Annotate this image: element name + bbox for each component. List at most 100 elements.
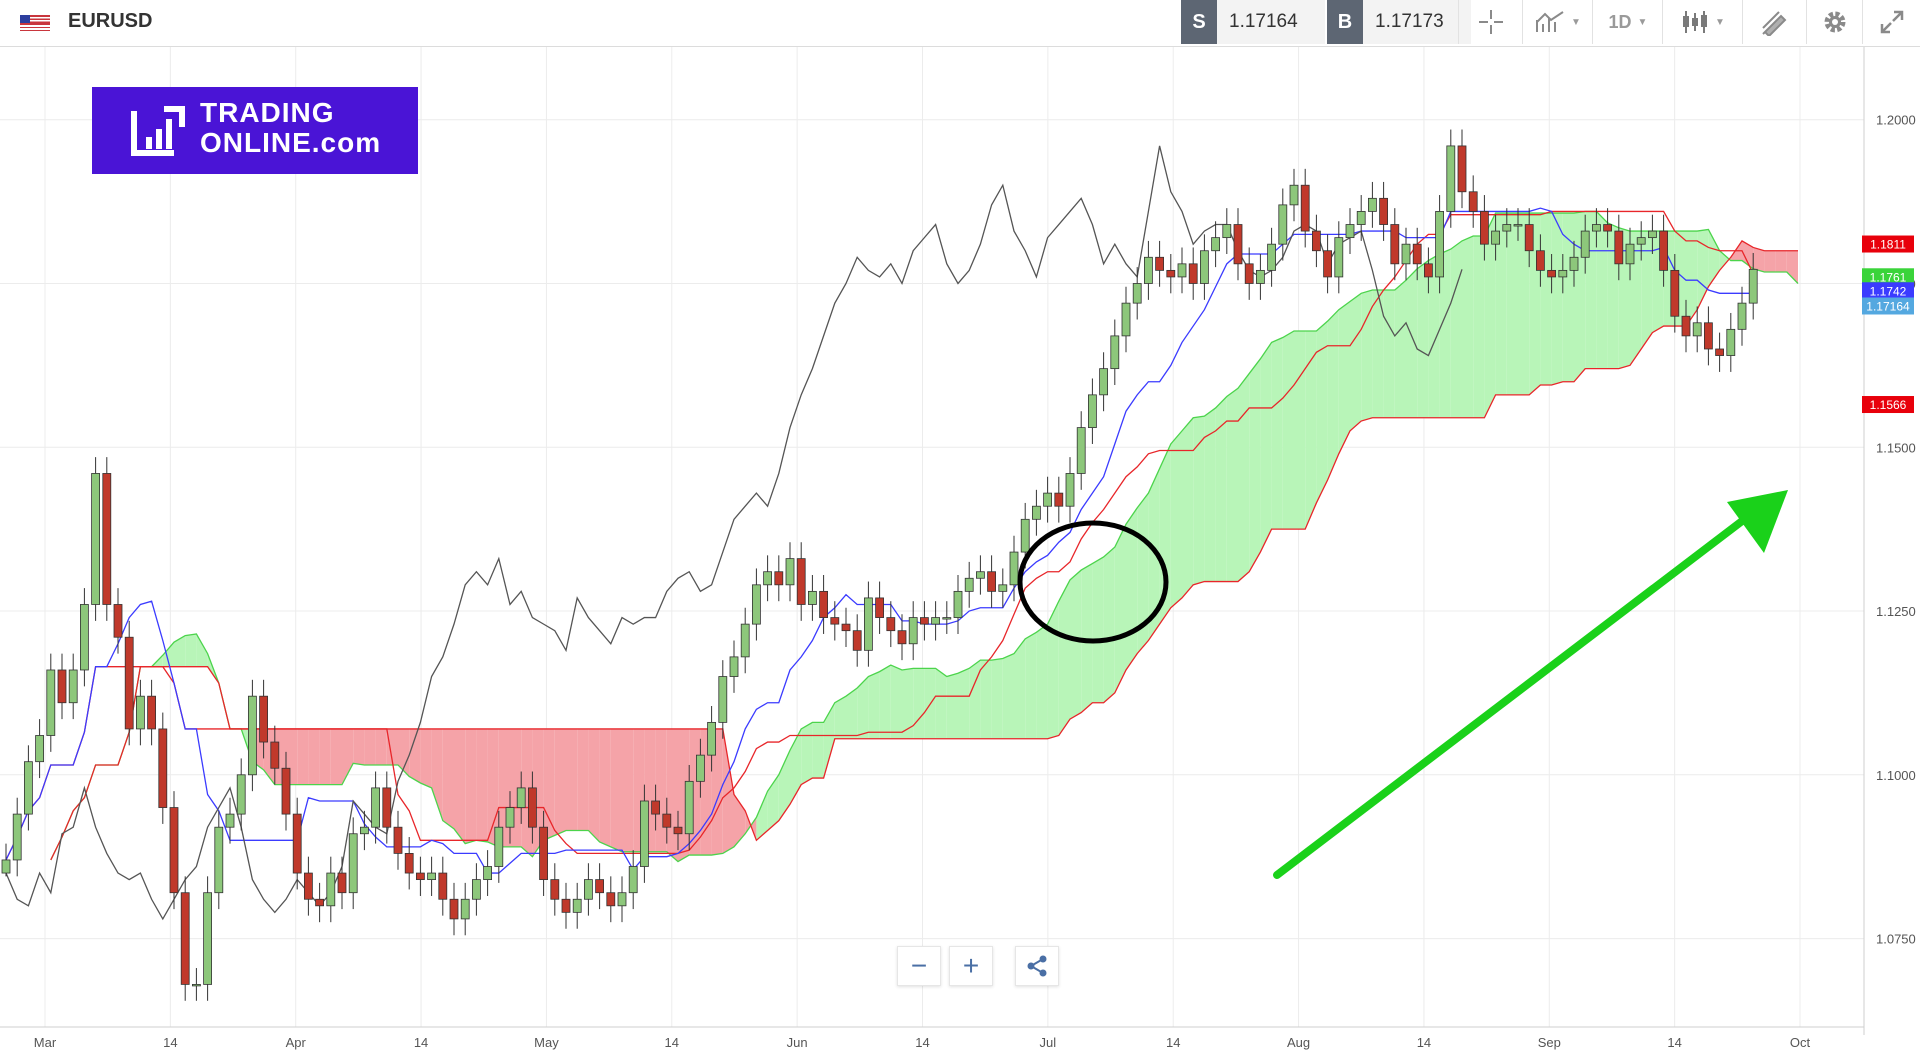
candle xyxy=(281,767,291,815)
candle xyxy=(1748,268,1758,304)
indicators-button[interactable]: ▼ xyxy=(1522,0,1593,44)
y-tick-label: 1.0750 xyxy=(1876,932,1916,947)
cloud-segment xyxy=(353,728,365,765)
sell-price-box[interactable]: S 1.17164 xyxy=(1181,0,1325,44)
candle xyxy=(404,853,414,874)
cloud-segment xyxy=(1338,301,1350,454)
cloud-segment xyxy=(879,665,891,739)
symbol-label[interactable]: EURUSD xyxy=(68,10,153,32)
cloud-segment xyxy=(946,673,958,739)
buy-price-box[interactable]: B 1.17173 xyxy=(1327,0,1471,44)
candle xyxy=(23,761,33,815)
share-icon xyxy=(1027,955,1047,977)
candle xyxy=(696,754,705,782)
cloud-segment xyxy=(554,728,566,836)
candle xyxy=(651,800,660,815)
zoom-out-button[interactable]: − xyxy=(897,946,941,986)
candle xyxy=(1177,263,1187,278)
cloud-segment xyxy=(1630,231,1642,366)
cloud-segment xyxy=(1719,250,1731,271)
buy-price[interactable]: 1.17173 xyxy=(1363,0,1471,44)
logo-mark-icon xyxy=(131,106,185,156)
fullscreen-button[interactable] xyxy=(1862,0,1920,44)
cloud-segment xyxy=(790,728,802,805)
candle xyxy=(752,584,761,625)
cloud-segment xyxy=(857,676,869,739)
cloud-segment xyxy=(588,728,600,842)
share-button[interactable] xyxy=(1015,946,1059,986)
cloud-segment xyxy=(1148,468,1160,641)
cloud-segment xyxy=(386,728,398,765)
x-tick-label: 14 xyxy=(163,1035,177,1050)
cloud-segment xyxy=(1439,249,1451,418)
draw-button[interactable] xyxy=(1742,0,1807,44)
cloud-segment xyxy=(1294,330,1306,530)
cloud-segment xyxy=(1114,524,1126,693)
gear-icon xyxy=(1824,11,1846,33)
candle xyxy=(471,879,481,900)
candle xyxy=(1020,518,1030,553)
candle xyxy=(1468,191,1478,212)
cloud-segment xyxy=(1282,330,1294,530)
cloud-segment xyxy=(980,660,992,739)
candle xyxy=(987,571,996,592)
candle xyxy=(46,669,56,736)
cloud-segment xyxy=(1316,321,1328,503)
buy-key[interactable]: B xyxy=(1327,0,1363,44)
candle xyxy=(1110,335,1120,370)
candle xyxy=(1558,269,1568,278)
candle xyxy=(1289,184,1299,206)
trend-arrow-shaft xyxy=(1273,511,1754,879)
candle xyxy=(203,892,213,985)
candle xyxy=(359,826,369,835)
candle xyxy=(303,872,313,900)
cloud-segment xyxy=(1406,268,1418,418)
cloud-segment xyxy=(1327,309,1339,481)
candle xyxy=(1,859,11,874)
chevron-down-icon: ▼ xyxy=(1571,16,1581,28)
timeframe-label: 1D xyxy=(1608,11,1632,32)
candle xyxy=(1278,204,1288,245)
candle xyxy=(908,617,918,645)
cloud-segment xyxy=(655,728,667,852)
chart-type-button[interactable]: ▼ xyxy=(1662,0,1743,44)
flag-icon xyxy=(20,15,50,31)
cloud-segment xyxy=(442,728,454,829)
candle xyxy=(214,826,224,894)
x-tick-label: Apr xyxy=(286,1035,307,1050)
sell-price[interactable]: 1.17164 xyxy=(1217,0,1325,44)
cloud-segment xyxy=(969,660,981,739)
candle xyxy=(1054,492,1064,507)
cloud-segment xyxy=(1271,337,1283,530)
cloud-segment xyxy=(1697,229,1709,310)
x-tick-label: 14 xyxy=(414,1035,428,1050)
sell-key[interactable]: S xyxy=(1181,0,1217,44)
candle xyxy=(169,807,179,894)
crosshair-button[interactable] xyxy=(1458,0,1523,44)
cloud-segment xyxy=(1708,229,1720,287)
cloud-segment xyxy=(1417,260,1429,418)
candle xyxy=(1099,368,1108,396)
candle xyxy=(931,617,940,625)
cloud-segment xyxy=(1260,342,1272,553)
ichimoku-chart[interactable]: 1.20001.17501.15001.12501.10001.0750Mar1… xyxy=(0,47,1920,1055)
candle xyxy=(191,984,201,987)
cloud-segment xyxy=(1495,213,1507,395)
cloud-segment xyxy=(812,722,824,779)
zoom-in-button[interactable]: + xyxy=(949,946,993,986)
cloud-segment xyxy=(801,722,813,785)
candle xyxy=(259,695,269,743)
candle xyxy=(1592,224,1601,232)
candle xyxy=(673,826,683,835)
logo-line2: ONLINE.com xyxy=(200,127,382,158)
candle xyxy=(1401,243,1411,265)
candle xyxy=(348,833,358,894)
candle xyxy=(158,728,168,808)
candle xyxy=(662,813,672,828)
timeframe-button[interactable]: 1D ▼ xyxy=(1592,0,1663,44)
cloud-segment xyxy=(185,633,197,667)
x-tick-label: 14 xyxy=(1417,1035,1431,1050)
settings-button[interactable] xyxy=(1806,0,1863,44)
candle xyxy=(1636,237,1646,245)
price-label-box xyxy=(1862,235,1914,253)
